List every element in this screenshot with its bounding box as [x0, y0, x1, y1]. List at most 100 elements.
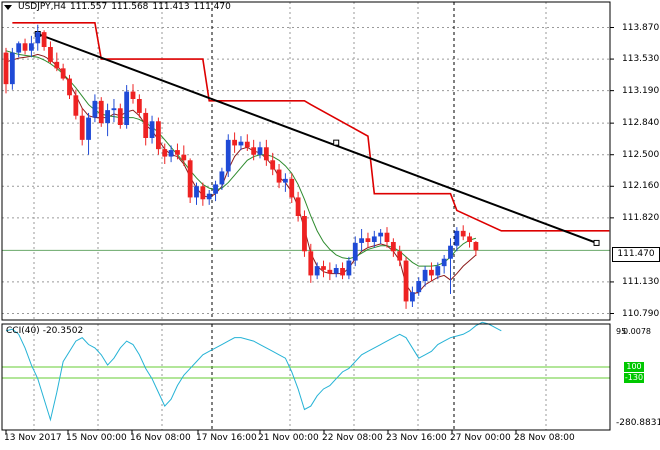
high-value: 111.568 [111, 2, 149, 12]
candle-body [98, 100, 104, 124]
candle-body [263, 147, 269, 161]
chevron-down-icon[interactable] [4, 4, 12, 10]
candle [429, 262, 434, 281]
time-tick-label: 27 Nov 00:00 [450, 433, 511, 443]
candle-body [333, 268, 339, 274]
candle [16, 41, 22, 58]
candle [111, 99, 117, 123]
candle [238, 136, 244, 151]
candle-body [3, 52, 9, 85]
candle-body [111, 108, 117, 111]
candle-body [403, 260, 409, 302]
candle-body [295, 197, 301, 216]
candle-body [460, 230, 466, 237]
candle [403, 256, 409, 309]
candle [194, 182, 199, 205]
candle-body [441, 258, 447, 267]
candle [257, 141, 263, 159]
candle [143, 108, 149, 146]
candle [92, 94, 98, 123]
candle-body [270, 160, 276, 170]
candle-body [276, 169, 282, 183]
candle-body [289, 178, 295, 198]
candle [378, 229, 384, 244]
candle-body [283, 178, 288, 183]
candle-body [48, 47, 53, 62]
candle [73, 89, 79, 120]
price-tick-label: 112.840 [622, 118, 660, 129]
cci-line [5, 321, 502, 422]
candle [422, 266, 428, 287]
candle-body [29, 43, 34, 51]
candle [460, 225, 466, 241]
candle-body [410, 292, 415, 302]
candle [416, 277, 422, 296]
candle-body [422, 269, 428, 281]
candle [187, 158, 193, 203]
candle [3, 47, 9, 94]
trendline-anchor [593, 239, 600, 246]
candle-body [251, 147, 257, 155]
candle [251, 139, 257, 161]
candle [124, 85, 130, 129]
red-step-polyline [12, 22, 610, 232]
candle-body [429, 269, 434, 276]
candle [283, 173, 288, 192]
candle [98, 97, 104, 127]
candle-body [302, 216, 307, 252]
time-tick-label: 16 Nov 08:00 [130, 433, 191, 443]
candle [397, 245, 403, 267]
candle-body [327, 269, 333, 274]
candle-body [244, 141, 250, 148]
candle [410, 286, 415, 307]
candle-body [371, 236, 377, 242]
candle [473, 241, 479, 256]
candle-body [92, 100, 98, 118]
candle [9, 47, 15, 90]
candle-body [149, 121, 155, 138]
candle [41, 30, 47, 51]
price-pane-border [1, 1, 611, 321]
candle-body [314, 266, 320, 276]
candle [79, 108, 85, 146]
candle [346, 256, 352, 280]
candle-body [378, 232, 384, 237]
cci-top-scale-overlap: 95 [616, 327, 627, 336]
brown-ma-line [5, 53, 477, 295]
time-tick-label: 28 Nov 08:00 [514, 433, 575, 443]
price-tick-label: 113.530 [622, 54, 660, 65]
candle [327, 262, 333, 281]
candle-body [162, 149, 168, 157]
candle [60, 63, 66, 81]
candle [263, 139, 269, 166]
cci-level-100: 100 [624, 362, 644, 372]
candle [448, 238, 453, 294]
time-tick-label: 22 Nov 08:00 [322, 433, 383, 443]
candle [35, 24, 41, 51]
candle-body [238, 141, 244, 146]
candle-body [346, 260, 352, 276]
candle [200, 182, 206, 206]
candle-body [206, 193, 212, 200]
candle-body [35, 32, 41, 44]
candle-body [130, 91, 136, 99]
candle-body [156, 121, 161, 150]
candle [435, 262, 441, 280]
time-tick-label: 21 Nov 00:00 [258, 433, 319, 443]
cci-header: CCI(40) -20.3502 [6, 326, 83, 336]
candle [314, 262, 320, 280]
price-tick-label: 110.790 [622, 308, 660, 319]
candle [162, 143, 168, 164]
candle-body [60, 68, 66, 79]
candle [359, 229, 364, 252]
candle-body [136, 99, 142, 113]
candle-body [454, 230, 460, 246]
current-price-box: 111.470 [612, 247, 660, 262]
candle-body [321, 266, 326, 270]
candle [441, 255, 447, 274]
candle [302, 210, 307, 257]
candle-body [225, 139, 231, 172]
cci-label: CCI(40) [6, 326, 40, 336]
candle [105, 103, 110, 137]
